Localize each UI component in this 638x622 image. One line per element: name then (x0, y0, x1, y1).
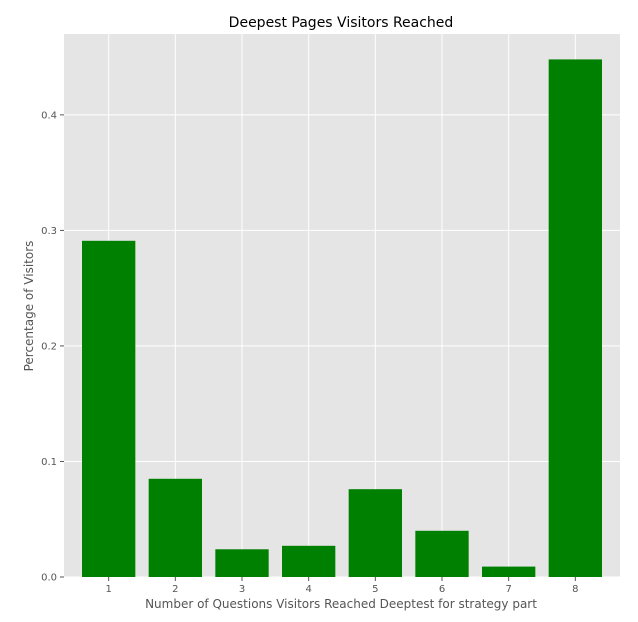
x-tick-label: 5 (372, 584, 378, 595)
x-tick-labels: 1 2 3 4 5 6 7 8 (105, 577, 579, 595)
bar-5 (348, 489, 402, 577)
x-tick-label: 3 (239, 584, 245, 595)
y-tick-label: 0.0 (41, 573, 57, 584)
bar-3 (215, 549, 269, 577)
x-tick-label: 7 (505, 584, 511, 595)
x-tick-label: 8 (572, 584, 578, 595)
x-axis-label: Number of Questions Visitors Reached Dee… (145, 597, 537, 611)
y-tick-label: 0.2 (41, 341, 57, 352)
plot-area (64, 34, 620, 577)
y-tick-label: 0.4 (41, 110, 57, 121)
bar-8 (548, 59, 602, 578)
x-tick-label: 6 (439, 584, 445, 595)
bar-4 (282, 545, 336, 577)
bar-2 (148, 478, 202, 577)
x-tick-label: 1 (105, 584, 111, 595)
x-tick-label: 4 (305, 584, 311, 595)
bar-6 (415, 530, 469, 577)
x-tick-label: 2 (172, 584, 178, 595)
y-tick-label: 0.1 (41, 457, 57, 468)
chart-title: Deepest Pages Visitors Reached (229, 15, 454, 31)
y-tick-label: 0.3 (41, 226, 57, 237)
bar-1 (82, 240, 136, 577)
y-axis-label: Percentage of Visitors (22, 241, 36, 372)
bars (82, 59, 602, 578)
bar-7 (482, 566, 536, 577)
y-tick-labels: 0.0 0.1 0.2 0.3 0.4 (41, 110, 64, 584)
